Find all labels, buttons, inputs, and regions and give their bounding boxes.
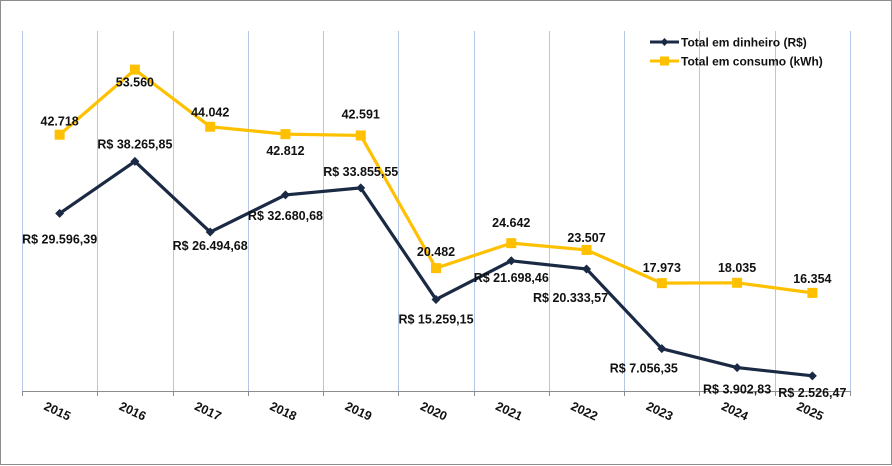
- x-tick-label: 2016: [117, 399, 148, 423]
- marker-square: [205, 121, 216, 132]
- marker-square: [355, 130, 366, 141]
- marker-square: [280, 129, 291, 140]
- legend-marker-diamond: [660, 38, 669, 46]
- legend: Total em dinheiro (R$) Total em consumo (…: [650, 36, 823, 69]
- data-label-consumption: 42.718: [41, 115, 79, 129]
- data-label-consumption: 53.560: [116, 76, 154, 90]
- marker-diamond: [732, 363, 742, 373]
- marker-square: [506, 238, 517, 249]
- marker-square: [54, 129, 65, 140]
- x-tick-label: 2017: [192, 399, 223, 423]
- data-label-money: R$ 32.680,68: [248, 209, 323, 223]
- data-label-money: R$ 33.855,55: [323, 165, 398, 179]
- data-label-money: R$ 3.902,83: [703, 383, 771, 397]
- x-tick-label: 2021: [493, 399, 524, 423]
- x-tick-label: 2022: [569, 399, 600, 423]
- data-label-consumption: 42.591: [342, 107, 380, 121]
- marker-square: [656, 278, 667, 289]
- data-label-money: R$ 7.056,35: [610, 362, 678, 376]
- marker-diamond: [582, 264, 592, 274]
- legend-entry: Total em dinheiro (R$): [650, 36, 807, 50]
- data-label-consumption: 18.035: [718, 261, 756, 275]
- legend-entry: Total em consumo (kWh): [650, 55, 823, 69]
- data-label-consumption: 16.354: [793, 272, 831, 286]
- marker-diamond: [506, 256, 516, 266]
- marker-diamond: [280, 190, 290, 200]
- data-label-money: R$ 21.698,46: [474, 271, 549, 285]
- gridlines: [22, 31, 851, 391]
- data-label-consumption: 17.973: [643, 261, 681, 275]
- x-tick-label: 2015: [42, 399, 73, 423]
- marker-diamond: [431, 294, 441, 304]
- marker-square: [732, 277, 743, 288]
- data-labels: R$ 29.596,39 R$ 38.265,85 R$ 26.494,68 R$ 3…: [22, 76, 846, 400]
- x-tick-label: 2019: [343, 399, 374, 423]
- marker-square: [807, 287, 818, 298]
- marker-diamond: [205, 227, 215, 237]
- x-tick-label: 2020: [418, 399, 449, 423]
- marker-diamond: [55, 208, 65, 218]
- x-tick-label: 2023: [644, 399, 675, 423]
- data-label-consumption: 44.042: [191, 106, 229, 120]
- marker-diamond: [130, 156, 140, 166]
- legend-marker-square: [660, 56, 669, 66]
- x-tick-label: 2018: [268, 399, 299, 423]
- data-label-money: R$ 26.494,68: [173, 239, 248, 253]
- data-label-consumption: 23.507: [567, 231, 605, 245]
- data-label-money: R$ 29.596,39: [22, 232, 97, 246]
- marker-square: [581, 244, 592, 255]
- marker-diamond: [657, 344, 667, 354]
- data-label-money: R$ 38.265,85: [97, 137, 172, 151]
- x-tick-label: 2025: [794, 399, 825, 423]
- legend-label: Total em consumo (kWh): [681, 55, 823, 69]
- marker-square: [431, 263, 441, 274]
- data-label-money: R$ 2.526,47: [778, 386, 846, 400]
- data-label-money: R$ 15.259,15: [398, 312, 473, 326]
- marker-diamond: [356, 183, 366, 193]
- legend-label: Total em dinheiro (R$): [681, 36, 807, 50]
- x-tick-label: 2024: [719, 399, 750, 423]
- data-label-money: R$ 20.333,57: [533, 291, 608, 305]
- marker-diamond: [807, 371, 817, 381]
- data-label-consumption: 42.812: [266, 144, 304, 158]
- data-label-consumption: 24.642: [492, 216, 530, 230]
- data-label-consumption: 20.482: [417, 245, 455, 259]
- series-group: [54, 64, 818, 381]
- marker-square: [129, 64, 140, 75]
